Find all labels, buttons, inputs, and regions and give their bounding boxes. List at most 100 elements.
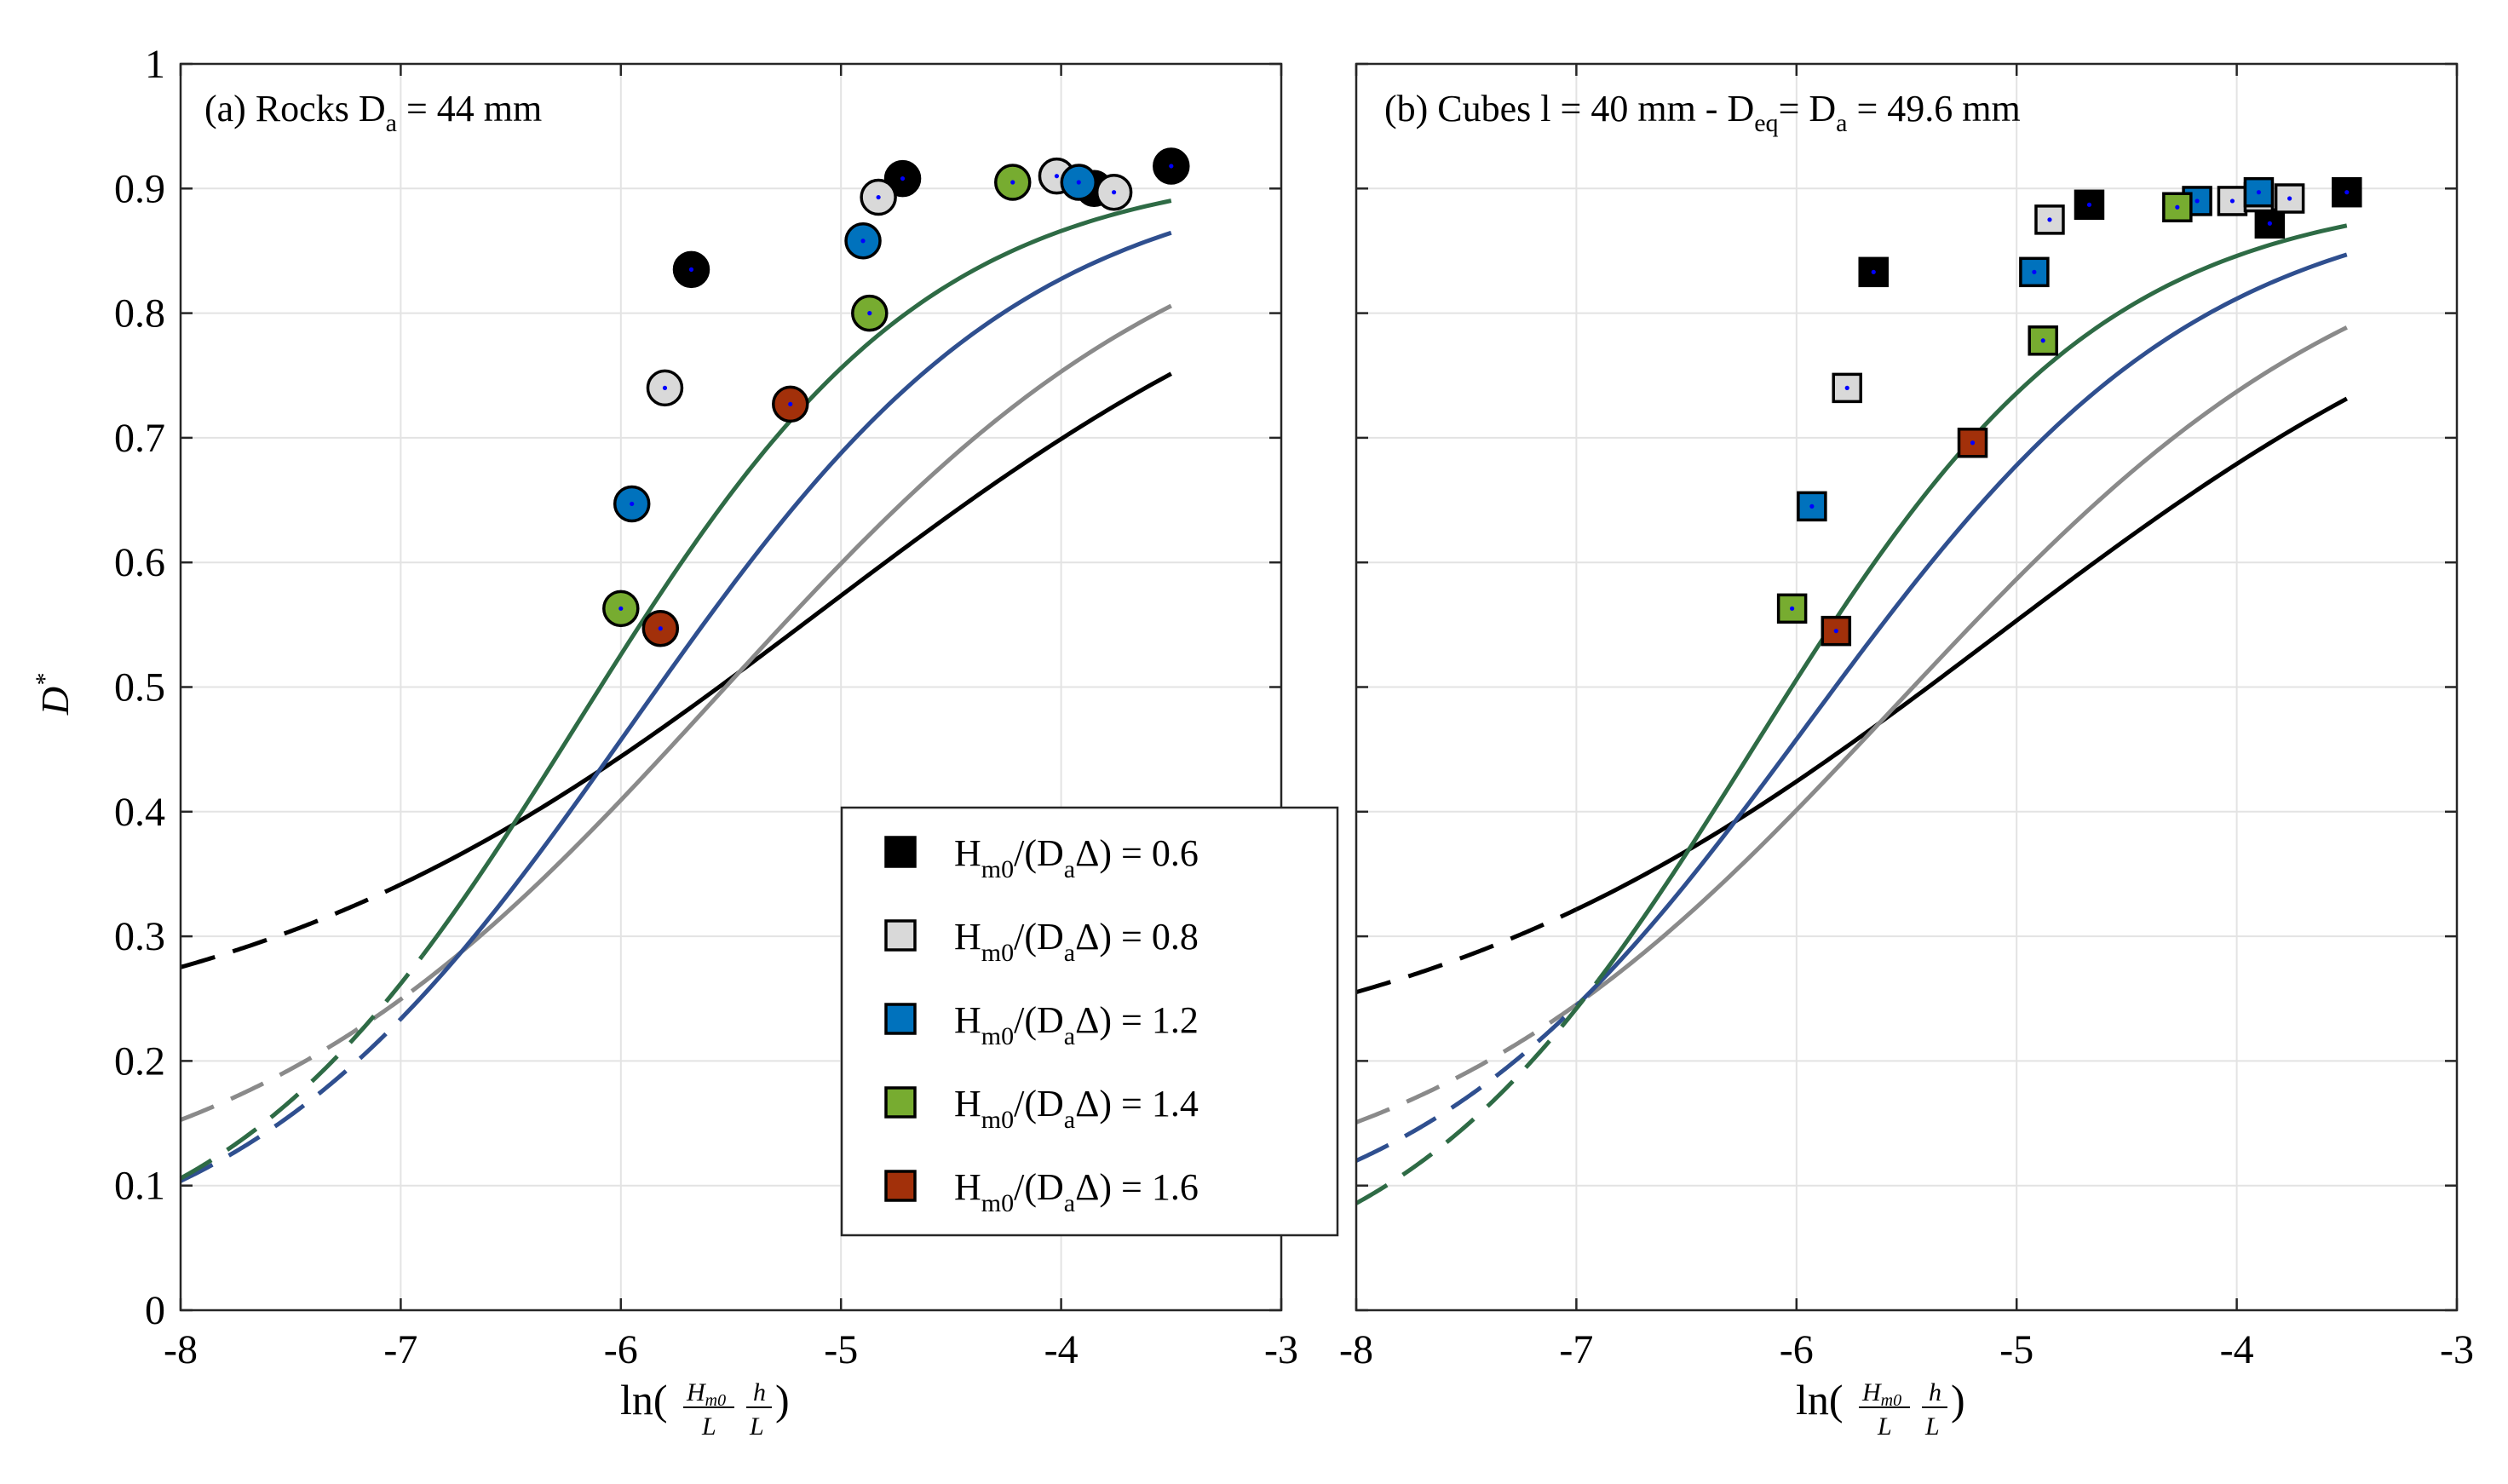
panel-a-point-center [876,194,881,200]
legend-label-s16: Hm0/(DaΔ) = 1.6 [954,1166,1199,1217]
panel-a-data-points [602,147,1190,647]
svg-text:Hm0: Hm0 [1861,1378,1901,1410]
legend-label-s06: Hm0/(DaΔ) = 0.6 [954,832,1199,883]
panel-a-point-center [630,501,635,507]
panel-b-fit-s08-extrapolated [1355,994,1589,1125]
svg-text:h: h [1929,1378,1941,1406]
svg-text:): ) [775,1376,790,1424]
panel-b-point-center [2267,221,2272,226]
panel-b-fit-s12 [1574,252,2348,1008]
panel-b-fit-s12-extrapolated [1355,1004,1579,1163]
panel-a-fit-s08 [410,303,1172,993]
panel-a-ytick-label: 0.1 [114,1164,165,1209]
panel-b-point-s06 [1858,256,1889,288]
panel-b-point-s14 [2028,325,2058,356]
panel-a-ytick-label: 0.9 [114,166,165,211]
panel-a: -8 -7 -6 -5 -4 -3 0 0.1 0.2 0.3 0.4 0.5 0.6 0.7 0.8 0.9… [114,42,1298,1372]
panel-b-xtick-label: -5 [1999,1327,2033,1372]
panel-a-ytick-label: 0.3 [114,914,165,959]
panel-a-xtick-label: -8 [164,1327,198,1372]
panel-a-fit-s06-extrapolated [180,883,402,969]
panel-a-point-center [1010,180,1015,185]
panel-a-point-center [662,385,668,390]
panel-a-point-center [688,267,694,272]
panel-b-point-s08 [2217,186,2248,216]
svg-text:Hm0: Hm0 [686,1378,726,1410]
panel-b-point-center [2256,190,2262,195]
panel-a-point-center [900,175,906,181]
panel-b-point-center [1809,503,1815,509]
panel-a-fit-s06 [400,371,1172,887]
panel-b-fit-s06-extrapolated [1355,907,1578,994]
svg-text:L: L [1877,1412,1892,1441]
panel-b-point-s12 [2019,256,2050,288]
panel-b-xtick-label: -4 [2220,1327,2254,1372]
panel-a-point-center [1169,164,1174,169]
panel-b-xtick-label: -8 [1339,1327,1373,1372]
y-axis-label: D* [31,674,77,716]
legend-label-s14: Hm0/(DaΔ) = 1.4 [954,1083,1199,1134]
panel-b-point-center [2086,202,2092,207]
panel-a-ytick-label: 0 [145,1288,165,1333]
panel-b-point-center [2032,269,2037,274]
legend-marker-s16 [884,1170,917,1202]
x-axis-label-a: ln( Hm0 L h L ) [620,1376,790,1441]
panel-a-ytick-label: 1 [145,42,165,87]
panel-a-xtick-label: -3 [1264,1327,1298,1372]
panel-b-point-center [1790,606,1795,611]
panel-a-point-center [867,311,872,316]
panel-a-fit-s08-extrapolated [180,989,413,1122]
panel-a-point-center [658,626,663,631]
panel-b-title: (b) Cubes l = 40 mm - Deq= Da = 49.6 mm [1384,88,2021,137]
panel-b-xtick-label: -3 [2440,1327,2474,1372]
svg-text:ln(: ln( [1796,1376,1844,1424]
svg-text:): ) [1951,1376,1965,1424]
panel-b-point-s12 [1797,491,1827,522]
panel-b-point-center [2175,204,2180,210]
legend-label-s12: Hm0/(DaΔ) = 1.2 [954,999,1199,1050]
panel-a-xtick-label: -5 [824,1327,858,1372]
panel-a-ticks: -8 -7 -6 -5 -4 -3 0 0.1 0.2 0.3 0.4 0.5 0.6 0.7 0.8 0.9… [114,42,1298,1372]
svg-text:L: L [701,1412,716,1441]
svg-text:ln(: ln( [620,1376,668,1424]
panel-b-xtick-label: -7 [1559,1327,1593,1372]
panel-a-ytick-label: 0.4 [114,790,165,835]
panel-b-xtick-label: -6 [1780,1327,1814,1372]
x-axis-label-b: ln( Hm0 L h L ) [1796,1376,1965,1441]
panel-a-fit-s12 [399,230,1172,1021]
panel-a-ytick-label: 0.6 [114,540,165,585]
svg-text:L: L [1924,1412,1940,1441]
panel-a-ytick-label: 0.5 [114,665,165,710]
panel-a-point-center [1112,190,1117,195]
panel-a-xtick-label: -7 [383,1327,417,1372]
panel-a-xtick-label: -6 [604,1327,638,1372]
panel-b-point-center [2229,198,2235,204]
panel-a-point-center [1076,180,1081,185]
panel-b-fit-s08 [1585,325,2348,998]
legend-label-s08: Hm0/(DaΔ) = 0.8 [954,916,1199,967]
panel-a-ytick-label: 0.2 [114,1038,165,1084]
legend-marker-s06 [884,836,917,868]
svg-text:h: h [753,1378,766,1406]
panel-b-point-center [2047,217,2052,222]
panel-b-point-center [2040,338,2045,343]
panel-b-point-center [2287,196,2292,201]
legend-marker-s12 [884,1003,917,1035]
panel-b-point-center [1844,385,1849,390]
panel-a-ytick-label: 0.7 [114,416,165,461]
legend-marker-s08 [884,919,917,952]
panel-a-point-center [618,606,624,611]
legend-marker-s14 [884,1086,917,1119]
panel-a-fit-s12-extrapolated [179,1017,403,1183]
svg-text:L: L [749,1412,764,1441]
panel-a-point-center [1054,174,1060,179]
panel-a-ytick-label: 0.8 [114,291,165,336]
panel-a-point-center [788,401,793,406]
panel-a-xtick-label: -4 [1044,1327,1079,1372]
panel-b-fit-s06 [1575,396,2348,912]
panel-b-point-center [2344,190,2350,195]
panel-b-data-points [1776,176,2362,647]
panel-b: -8 -7 -6 -5 -4 -3 (b) Cubes l = 40 mm - Deq= … [1339,62,2474,1372]
panel-b-point-center [2194,198,2200,204]
